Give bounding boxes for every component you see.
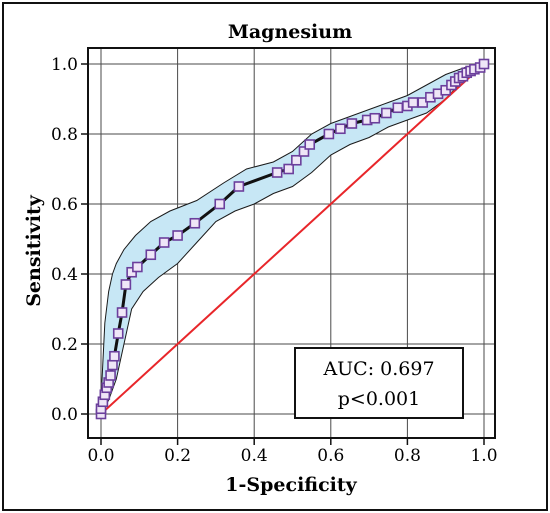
roc-point-17 <box>189 217 201 229</box>
roc-point-16 <box>172 230 183 241</box>
p-value-text: p<0.001 <box>338 388 420 410</box>
x-tick-label-1: 0.2 <box>164 446 191 466</box>
y-tick-label-3: 0.6 <box>51 195 78 215</box>
roc-point-25 <box>323 128 335 140</box>
roc-point-19 <box>233 181 245 192</box>
reference-line <box>100 63 485 415</box>
y-tick-label-1: 0.2 <box>51 335 78 355</box>
roc-point-13 <box>132 261 143 273</box>
roc-point-21 <box>283 163 294 175</box>
roc-point-24 <box>304 139 316 150</box>
roc-point-31 <box>392 102 404 114</box>
roc-markers <box>95 58 490 420</box>
roc-point-29 <box>369 112 381 124</box>
roc-point-46 <box>478 58 490 70</box>
roc-point-8 <box>109 350 120 362</box>
y-tick-label-2: 0.4 <box>51 265 78 285</box>
roc-point-15 <box>158 237 170 248</box>
x-axis-ticks: 0.0 0.2 0.4 0.6 0.8 1.0 <box>87 438 498 466</box>
y-tick-label-0: 0.0 <box>51 405 78 425</box>
chart-title: Magnesium <box>228 21 352 43</box>
confidence-upper-line <box>100 63 485 401</box>
y-axis-ticks: 0.0 0.2 0.4 0.6 0.8 1.0 <box>51 55 88 425</box>
roc-point-27 <box>346 118 358 129</box>
annotation-frame <box>294 347 464 419</box>
x-tick-label-2: 0.4 <box>241 446 268 466</box>
roc-point-26 <box>335 123 346 135</box>
y-tick-label-5: 1.0 <box>51 55 78 75</box>
x-tick-label-0: 0.0 <box>87 446 114 466</box>
plot-frame <box>87 47 496 439</box>
roc-point-33 <box>407 97 419 108</box>
roc-point-18 <box>214 198 226 210</box>
x-axis-title: 1-Specificity <box>225 474 357 496</box>
roc-point-30 <box>381 107 392 119</box>
roc-point-23 <box>298 146 310 157</box>
roc-point-9 <box>112 328 124 339</box>
y-tick-label-4: 0.8 <box>51 125 78 145</box>
confidence-lower-line <box>100 63 485 415</box>
x-tick-label-5: 1.0 <box>470 446 497 466</box>
y-axis-title: Sensitivity <box>23 194 45 307</box>
roc-point-22 <box>291 154 302 166</box>
roc-point-20 <box>271 167 283 178</box>
roc-point-10 <box>116 307 128 318</box>
reference-diagonal <box>100 63 485 415</box>
auc-text: AUC: 0.697 <box>322 358 434 380</box>
roc-point-14 <box>145 249 157 261</box>
roc-point-7 <box>107 359 118 371</box>
x-tick-label-3: 0.6 <box>317 446 344 466</box>
roc-point-11 <box>120 279 132 290</box>
x-tick-label-4: 0.8 <box>394 446 421 466</box>
roc-point-6 <box>105 370 116 381</box>
auc-annotation-box: AUC: 0.697 p<0.001 <box>294 347 464 419</box>
